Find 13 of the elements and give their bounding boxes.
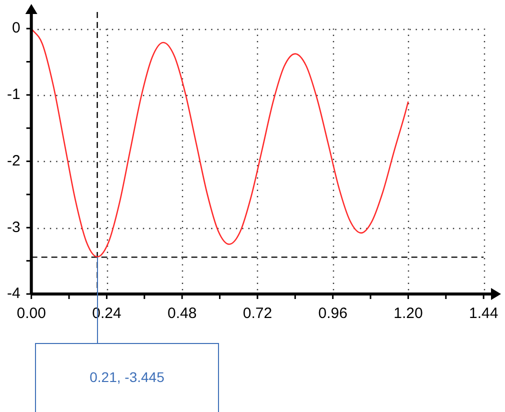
callout-box: 0.21, -3.445	[35, 343, 219, 412]
x-tick-label: 1.20	[394, 305, 423, 322]
x-tick-label: 0.96	[318, 305, 348, 322]
x-tick-label: 0.72	[242, 305, 272, 322]
x-tick-label: 0.48	[167, 305, 197, 322]
y-tick-label: -4	[6, 285, 20, 302]
y-tick-label: -3	[6, 218, 20, 236]
x-tick-label: 0.00	[16, 305, 46, 322]
y-tick-label: -2	[6, 152, 20, 170]
line-series	[31, 28, 409, 258]
y-tick-label: -1	[6, 86, 20, 104]
y-tick-label: 0	[12, 20, 20, 37]
x-tick-label: 1.44	[468, 305, 498, 322]
